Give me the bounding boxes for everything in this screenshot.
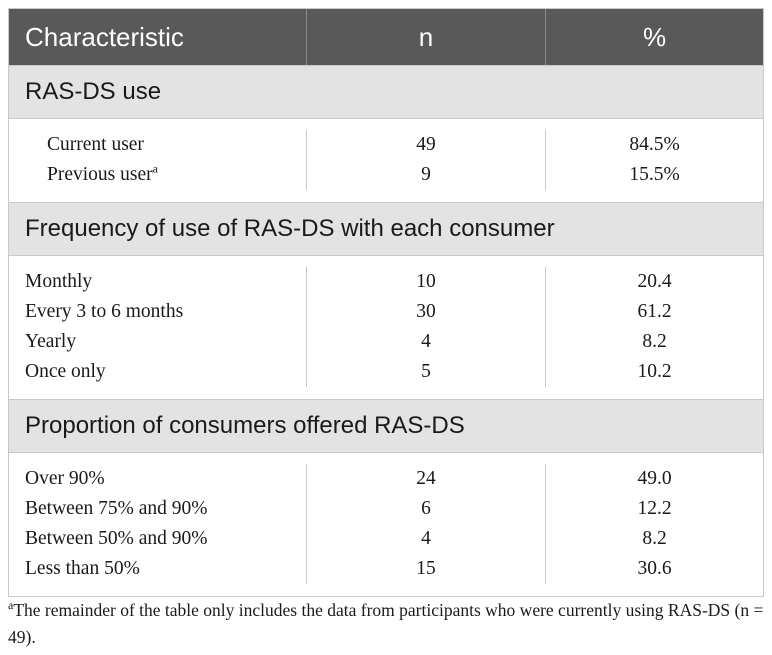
row-percent: 61.2 (545, 297, 763, 327)
footnote-marker: a (152, 161, 158, 176)
row-percent: 12.2 (545, 494, 763, 524)
table-row: Less than 50% 15 30.6 (9, 554, 763, 584)
section-body-ras-ds-use: Current user 49 84.5% Previous usera 9 1… (9, 119, 763, 202)
row-label: Between 50% and 90% (25, 528, 208, 549)
footnote-marker: a (8, 598, 14, 613)
table-footnote: aThe remainder of the table only include… (8, 597, 768, 651)
table-row: Yearly 4 8.2 (9, 327, 763, 357)
row-n: 49 (306, 130, 545, 160)
header-characteristic: Characteristic (25, 21, 184, 52)
row-percent: 15.5% (545, 160, 763, 190)
table-header-row: Characteristic n % (9, 9, 763, 65)
table-row: Current user 49 84.5% (9, 130, 763, 160)
header-percent: % (545, 9, 763, 65)
table-row: Previous usera 9 15.5% (9, 160, 763, 190)
table-row: Between 75% and 90% 6 12.2 (9, 494, 763, 524)
table-row: Between 50% and 90% 4 8.2 (9, 524, 763, 554)
row-label: Less than 50% (25, 558, 140, 579)
table-row: Over 90% 24 49.0 (9, 464, 763, 494)
section-heading-ras-ds-use: RAS-DS use (9, 65, 763, 119)
section-body-proportion: Over 90% 24 49.0 Between 75% and 90% 6 1… (9, 453, 763, 596)
table-row: Monthly 10 20.4 (9, 267, 763, 297)
row-n: 10 (306, 267, 545, 297)
row-label: Every 3 to 6 months (25, 301, 184, 322)
row-n: 6 (306, 494, 545, 524)
row-percent: 8.2 (545, 524, 763, 554)
section-heading-frequency: Frequency of use of RAS-DS with each con… (9, 202, 763, 256)
section-body-frequency: Monthly 10 20.4 Every 3 to 6 months 30 6… (9, 256, 763, 399)
header-n: n (306, 9, 545, 65)
row-percent: 10.2 (545, 357, 763, 387)
row-percent: 49.0 (545, 464, 763, 494)
row-percent: 84.5% (545, 130, 763, 160)
footnote-text: The remainder of the table only includes… (8, 600, 764, 647)
table-row: Once only 5 10.2 (9, 357, 763, 387)
row-label: Between 75% and 90% (25, 498, 208, 519)
table-row: Every 3 to 6 months 30 61.2 (9, 297, 763, 327)
row-label: Current user (47, 134, 144, 155)
row-n: 5 (306, 357, 545, 387)
row-n: 4 (306, 524, 545, 554)
row-percent: 8.2 (545, 327, 763, 357)
row-label: Monthly (25, 271, 93, 292)
data-table: Characteristic n % RAS-DS use Current us… (8, 8, 764, 597)
row-label: Once only (25, 361, 106, 382)
row-percent: 20.4 (545, 267, 763, 297)
row-label: Over 90% (25, 468, 105, 489)
section-heading-proportion: Proportion of consumers offered RAS-DS (9, 399, 763, 453)
row-n: 15 (306, 554, 545, 584)
row-percent: 30.6 (545, 554, 763, 584)
row-n: 9 (306, 160, 545, 190)
row-n: 24 (306, 464, 545, 494)
row-label: Yearly (25, 331, 77, 352)
row-n: 30 (306, 297, 545, 327)
row-label: Previous usera (47, 161, 158, 186)
row-n: 4 (306, 327, 545, 357)
